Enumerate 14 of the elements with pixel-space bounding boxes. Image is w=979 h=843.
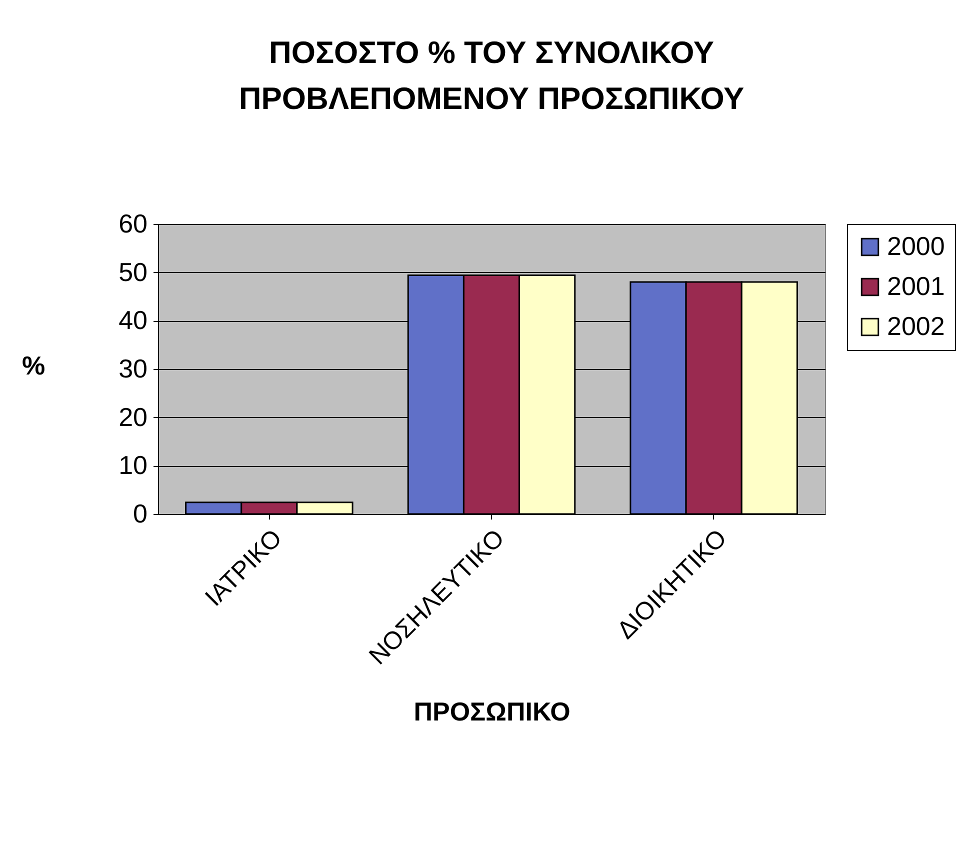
y-tick-label: 20	[118, 402, 148, 432]
legend-label: 2001	[887, 271, 945, 301]
y-tick-label: 40	[118, 305, 148, 336]
y-tick-label: 30	[118, 354, 148, 384]
legend-label: 2000	[887, 231, 945, 261]
text: ΠΟΣΟΣΤΟ % ΤΟΥ ΣΥΝΟΛΙΚΟΥ	[268, 35, 714, 70]
y-axis-title: %	[22, 350, 46, 380]
y-tick-label: 0	[133, 498, 148, 528]
y-tick-label: 50	[118, 256, 148, 287]
text: ΠΡΟΒΛΕΠΟΜΕΝΟΥ ΠΡΟΣΩΠΙΚΟΥ	[238, 81, 744, 116]
y-tick-label: 10	[118, 450, 148, 480]
y-tick-label: 60	[118, 208, 148, 238]
x-axis-title: ΠΡΟΣΩΠΙΚΟ	[414, 696, 570, 726]
legend-label: 2002	[887, 311, 945, 341]
